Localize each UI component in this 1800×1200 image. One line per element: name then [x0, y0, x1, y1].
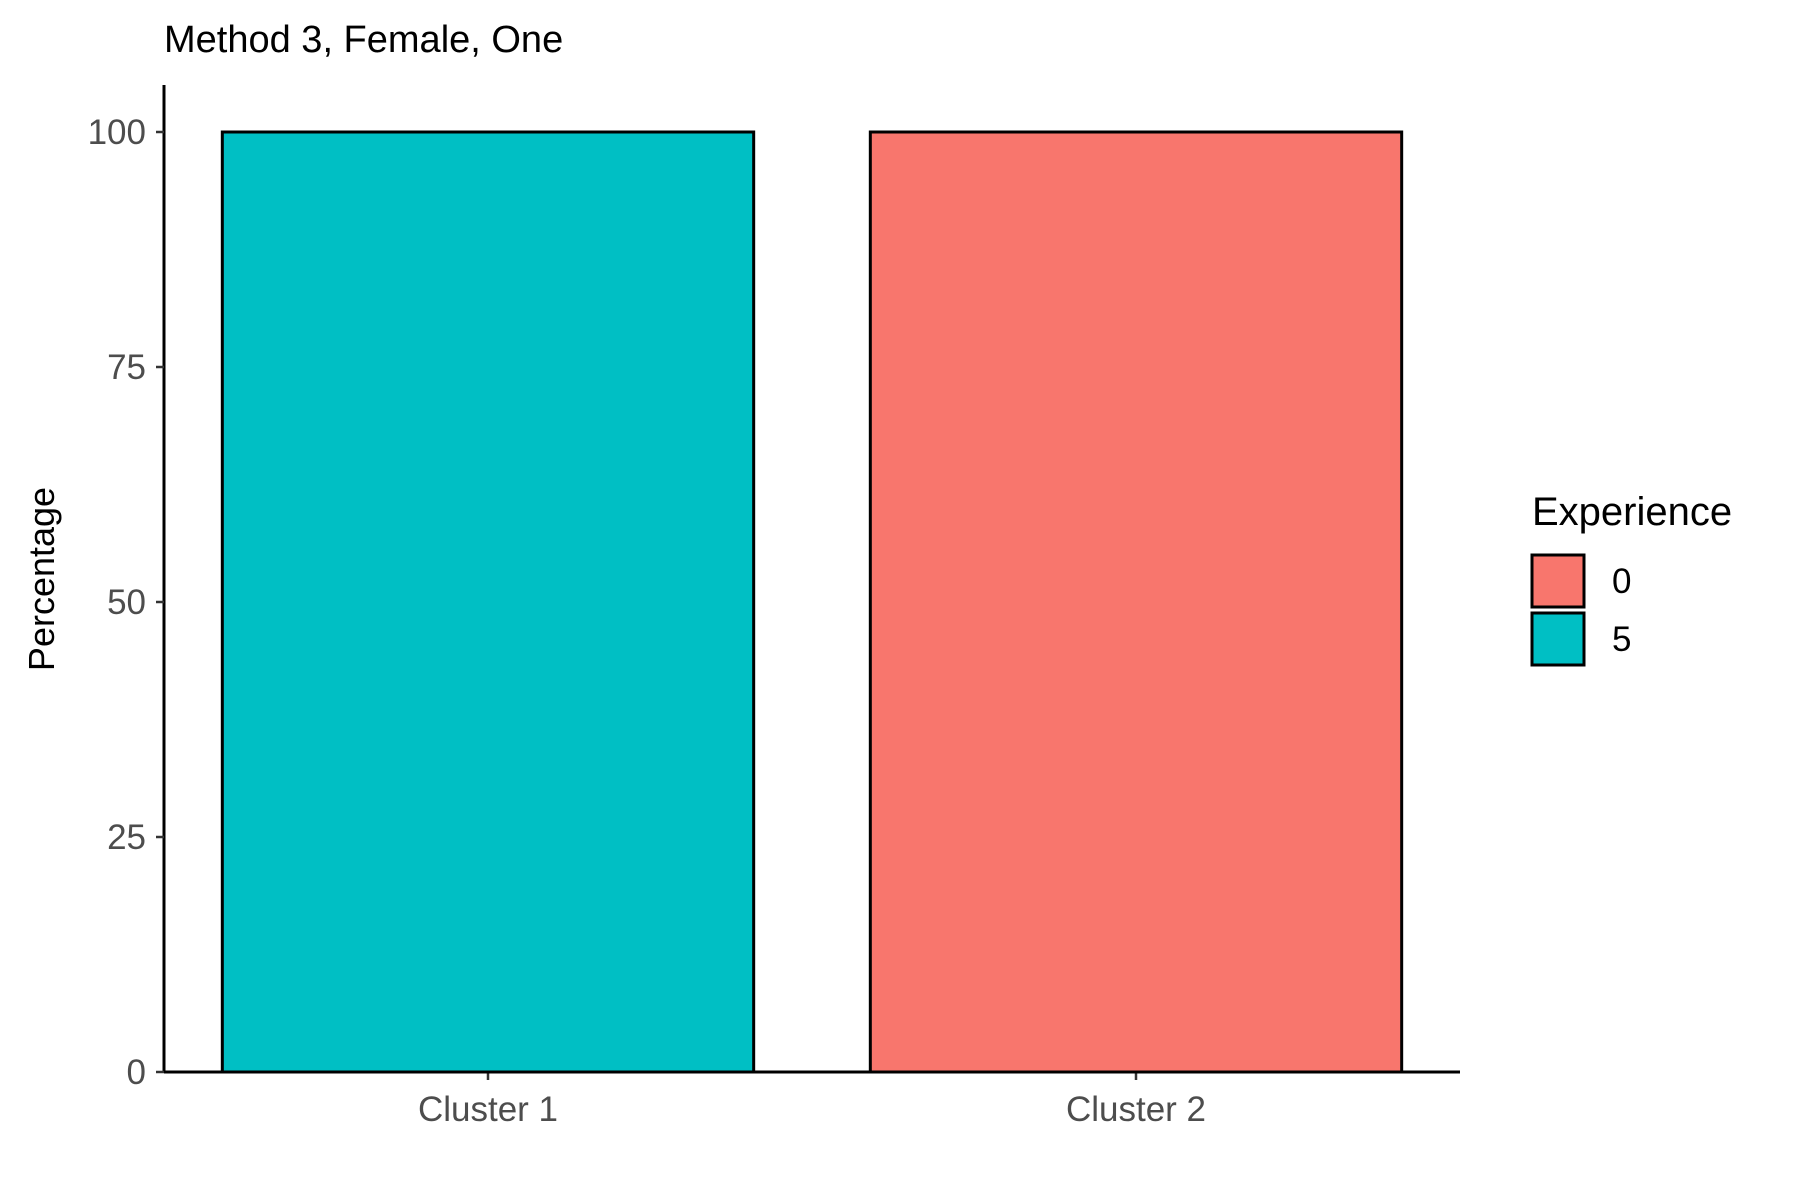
- legend-label-5: 5: [1612, 620, 1631, 659]
- legend-key-5: [1530, 611, 1586, 667]
- legend: Experience 0 5: [1530, 490, 1732, 667]
- y-tick-label: 100: [88, 113, 146, 152]
- x-axis: Cluster 1 Cluster 2: [164, 1070, 1460, 1129]
- chart-title: Method 3, Female, One: [164, 19, 563, 61]
- legend-title: Experience: [1532, 490, 1732, 534]
- x-tick-label: Cluster 2: [1066, 1090, 1206, 1129]
- legend-key-0: [1530, 553, 1586, 609]
- x-tick-label: Cluster 1: [418, 1090, 558, 1129]
- y-axis: 0 25 50 75 100: [88, 85, 166, 1092]
- bars: [220, 130, 1404, 1074]
- y-tick-label: 50: [107, 583, 146, 622]
- legend-label-0: 0: [1612, 562, 1631, 601]
- y-tick-label: 25: [107, 818, 146, 857]
- y-tick-label: 75: [107, 348, 146, 387]
- bar-cluster-1: [220, 130, 756, 1074]
- bar-cluster-2: [868, 130, 1404, 1074]
- y-tick-label: 0: [127, 1053, 146, 1092]
- y-axis-title: Percentage: [21, 487, 62, 671]
